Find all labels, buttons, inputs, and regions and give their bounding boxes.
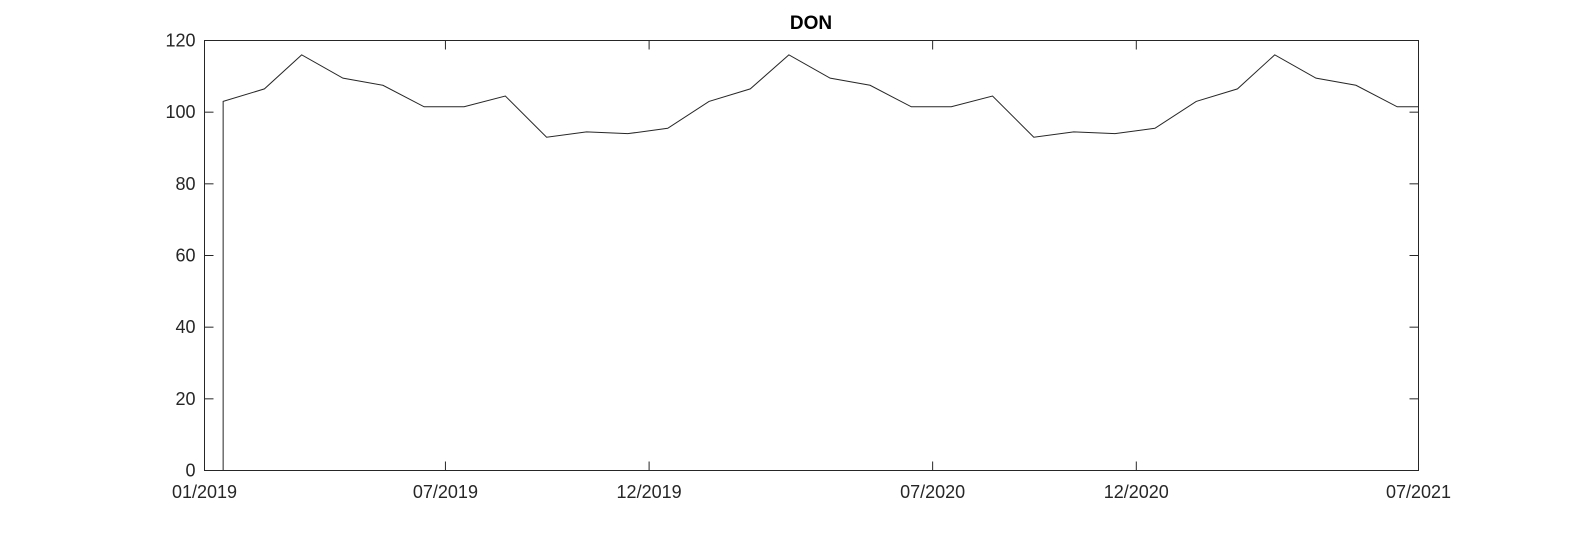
x-tick-label: 01/2019 [172,482,237,502]
x-tick-label: 12/2019 [617,482,682,502]
y-tick-label: 100 [165,102,195,122]
y-tick-label: 0 [185,461,195,481]
y-tick-label: 20 [175,389,195,409]
x-tick-label: 07/2021 [1386,482,1451,502]
x-axis: 01/2019 07/2019 12/2019 07/2020 12/2020 07/20… [172,40,1451,502]
y-tick-label: 80 [175,174,195,194]
y-axis: 0 20 40 60 80 100 120 [165,31,1419,481]
x-tick-label: 07/2020 [900,482,965,502]
x-tick-label: 12/2020 [1104,482,1169,502]
plot-area-frame [204,40,1419,471]
y-tick-label: 120 [165,31,195,51]
x-tick-label: 07/2019 [413,482,478,502]
y-tick-label: 60 [175,246,195,266]
series-line [204,54,1419,471]
y-tick-label: 40 [175,317,195,337]
chart-title: DON [790,13,832,34]
